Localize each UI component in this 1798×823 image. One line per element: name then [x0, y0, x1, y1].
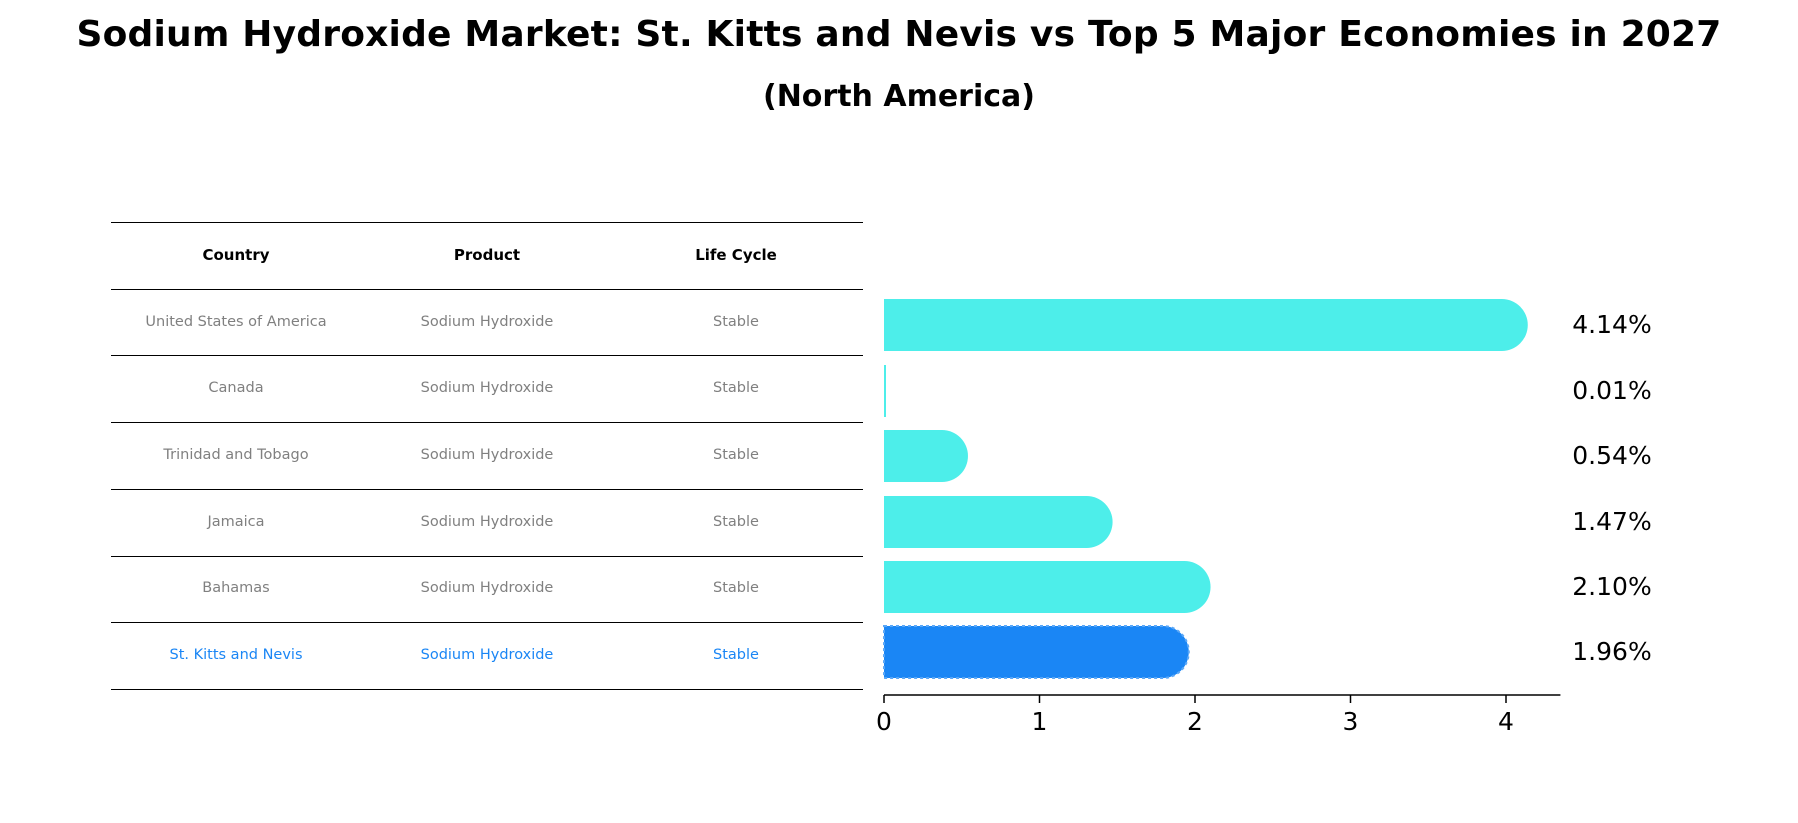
x-tick-label: 3: [1343, 707, 1359, 736]
highlight-row-life-cycle: Stable: [713, 647, 759, 663]
value-label: 1.47%: [1572, 507, 1651, 536]
table-rule: [111, 556, 863, 557]
header-life-cycle: Life Cycle: [695, 246, 777, 264]
row-life-cycle: Stable: [713, 580, 759, 596]
row-life-cycle: Stable: [713, 380, 759, 396]
value-label: 2.10%: [1572, 572, 1651, 601]
table-rule: [111, 422, 863, 423]
header-country: Country: [202, 246, 270, 264]
row-product: Sodium Hydroxide: [420, 380, 554, 396]
value-label: 0.01%: [1572, 376, 1651, 405]
bar: [884, 299, 1528, 351]
row-life-cycle: Stable: [713, 314, 759, 330]
x-tick-label: 2: [1187, 707, 1203, 736]
table-rule-bottom: [111, 689, 863, 690]
row-product: Sodium Hydroxide: [420, 580, 554, 596]
table-rule-header: [111, 289, 863, 290]
table-rule-top: [111, 222, 863, 223]
row-product: Sodium Hydroxide: [420, 514, 554, 530]
table-rule: [111, 355, 863, 356]
value-label: 1.96%: [1572, 637, 1651, 666]
x-tick-label: 4: [1498, 707, 1514, 736]
bar: [884, 496, 1113, 548]
value-label: 4.14%: [1572, 310, 1651, 339]
table-rule: [111, 489, 863, 490]
bar: [884, 365, 886, 417]
row-country: Jamaica: [207, 514, 265, 530]
table-rule: [111, 622, 863, 623]
x-tick-label: 1: [1032, 707, 1048, 736]
highlight-row-country: St. Kitts and Nevis: [169, 647, 303, 663]
chart-title: Sodium Hydroxide Market: St. Kitts and N…: [76, 14, 1722, 55]
chart-subtitle: (North America): [762, 79, 1035, 114]
bar: [884, 430, 968, 482]
row-life-cycle: Stable: [713, 447, 759, 463]
bar: [884, 561, 1211, 613]
row-country: Bahamas: [202, 580, 270, 596]
row-country: Canada: [208, 380, 264, 396]
x-tick-label: 0: [876, 707, 892, 736]
highlight-row-product: Sodium Hydroxide: [420, 647, 554, 663]
highlight-bar: [883, 625, 1190, 679]
row-product: Sodium Hydroxide: [420, 447, 554, 463]
value-label: 0.54%: [1572, 441, 1651, 470]
row-country: United States of America: [145, 314, 327, 330]
row-life-cycle: Stable: [713, 514, 759, 530]
row-country: Trinidad and Tobago: [163, 447, 309, 463]
row-product: Sodium Hydroxide: [420, 314, 554, 330]
header-product: Product: [453, 246, 521, 264]
